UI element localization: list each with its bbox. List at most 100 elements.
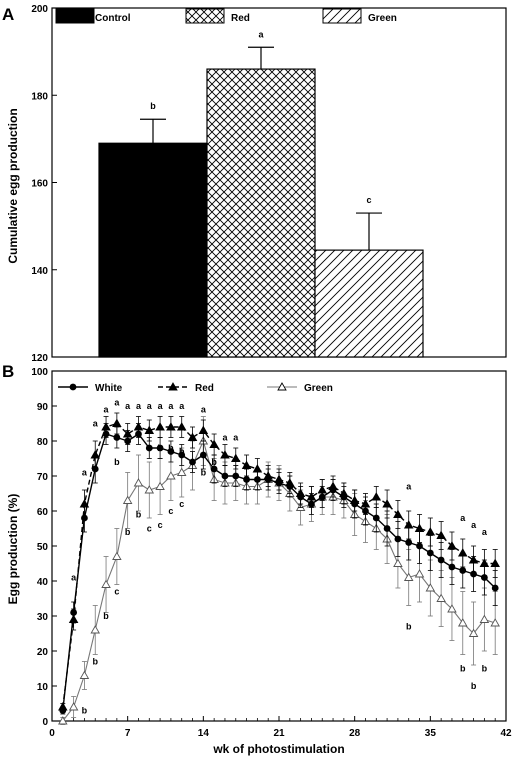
white-point	[81, 514, 88, 522]
white-point	[329, 486, 337, 494]
white-point	[286, 483, 294, 490]
significance-letter: a	[179, 401, 185, 411]
significance-letter: a	[406, 482, 412, 492]
white-point	[59, 707, 67, 714]
white-point	[491, 584, 499, 592]
white-point	[318, 493, 326, 501]
white-point	[70, 609, 78, 616]
white-point	[383, 525, 391, 532]
significance-letter: a	[201, 405, 207, 415]
white-point	[91, 465, 99, 473]
panel-b-y-axis-label: Egg production (%)	[6, 494, 20, 605]
white-point	[394, 535, 402, 543]
significance-letter: a	[114, 398, 120, 408]
panel-b-x-tick-label: 42	[500, 728, 512, 739]
green-point	[79, 670, 90, 679]
white-point	[351, 500, 359, 508]
panel-b-y-tick-label: 40	[37, 577, 49, 588]
significance-letter: b	[82, 706, 88, 716]
significance-letter: b	[201, 468, 207, 478]
significance-letter: b	[92, 657, 98, 667]
panel-b-x-tick-label: 0	[49, 728, 55, 739]
significance-letter: a	[168, 401, 174, 411]
green-point	[457, 618, 468, 627]
panel-a-y-axis-label: Cumulative egg production	[6, 108, 20, 263]
green-point	[447, 604, 457, 613]
legend-label-green: Green	[304, 383, 333, 394]
significance-letter: b	[211, 457, 217, 467]
significance-letter: c	[114, 587, 119, 597]
green-point	[414, 569, 425, 578]
significance-letter: b	[168, 443, 174, 453]
green-point	[112, 551, 122, 560]
panel-b-y-tick-label: 60	[37, 507, 49, 518]
white-point	[308, 500, 315, 508]
red-point	[187, 432, 198, 441]
significance-letter: a	[71, 573, 77, 583]
green-point	[403, 572, 414, 581]
significance-letter: b	[179, 447, 185, 457]
significance-letter: a	[104, 405, 110, 415]
red-point	[393, 509, 403, 518]
red-point	[155, 422, 165, 431]
panel-b-x-tick-label: 21	[273, 728, 285, 739]
legend-swatch-red	[185, 8, 225, 24]
green-point	[155, 481, 165, 490]
white-point	[113, 434, 121, 441]
panel-a-label: A	[2, 5, 14, 24]
green-point	[425, 583, 436, 592]
significance-letter: b	[406, 622, 412, 632]
panel-b-y-tick-label: 100	[31, 367, 48, 378]
significance-letter: c	[366, 195, 371, 205]
white-point	[275, 479, 283, 487]
white-point	[448, 563, 456, 571]
white-point	[102, 430, 110, 438]
significance-letter: a	[258, 29, 264, 39]
legend-label-control: Control	[95, 13, 131, 24]
white-point	[135, 430, 142, 438]
white-point	[264, 476, 272, 483]
white-point	[178, 451, 186, 459]
red-point	[425, 527, 436, 536]
panel-a-y-tick-label: 120	[31, 353, 48, 364]
significance-letter: a	[125, 401, 131, 411]
panel-b-x-tick-label: 35	[425, 728, 437, 739]
white-point	[297, 493, 305, 501]
red-point	[490, 558, 500, 567]
legend-swatch-green	[322, 8, 362, 24]
red-point	[371, 492, 382, 501]
red-point	[241, 460, 252, 469]
white-point	[362, 507, 369, 515]
significance-letter: c	[168, 506, 173, 516]
white-point	[156, 444, 164, 452]
significance-letter: b	[114, 457, 120, 467]
white-point	[426, 549, 434, 557]
red-point	[144, 425, 155, 434]
white-point	[210, 465, 218, 473]
green-point	[468, 628, 479, 637]
panel-a-y-tick-label: 160	[31, 179, 48, 190]
panel-b-y-tick-label: 80	[37, 437, 49, 448]
white-point	[189, 458, 196, 466]
green-point	[479, 614, 490, 623]
green-point	[122, 495, 133, 504]
green-point	[490, 618, 500, 627]
legend-marker-green	[277, 382, 287, 391]
panel-b-plot-frame	[51, 370, 507, 722]
significance-letter: b	[125, 527, 131, 537]
green-point	[436, 593, 446, 602]
red-point	[209, 439, 219, 448]
white-point	[480, 574, 488, 581]
green-point	[68, 702, 79, 711]
legend-swatch-control	[55, 8, 95, 24]
significance-letter: a	[93, 419, 99, 429]
significance-letter: a	[482, 527, 488, 537]
significance-letter: a	[222, 433, 228, 443]
white-point	[124, 437, 132, 445]
panel-b-y-tick-label: 90	[37, 402, 49, 413]
bar-green	[314, 249, 424, 358]
green-point	[58, 716, 68, 725]
green-point	[144, 485, 155, 494]
red-point	[166, 422, 176, 431]
